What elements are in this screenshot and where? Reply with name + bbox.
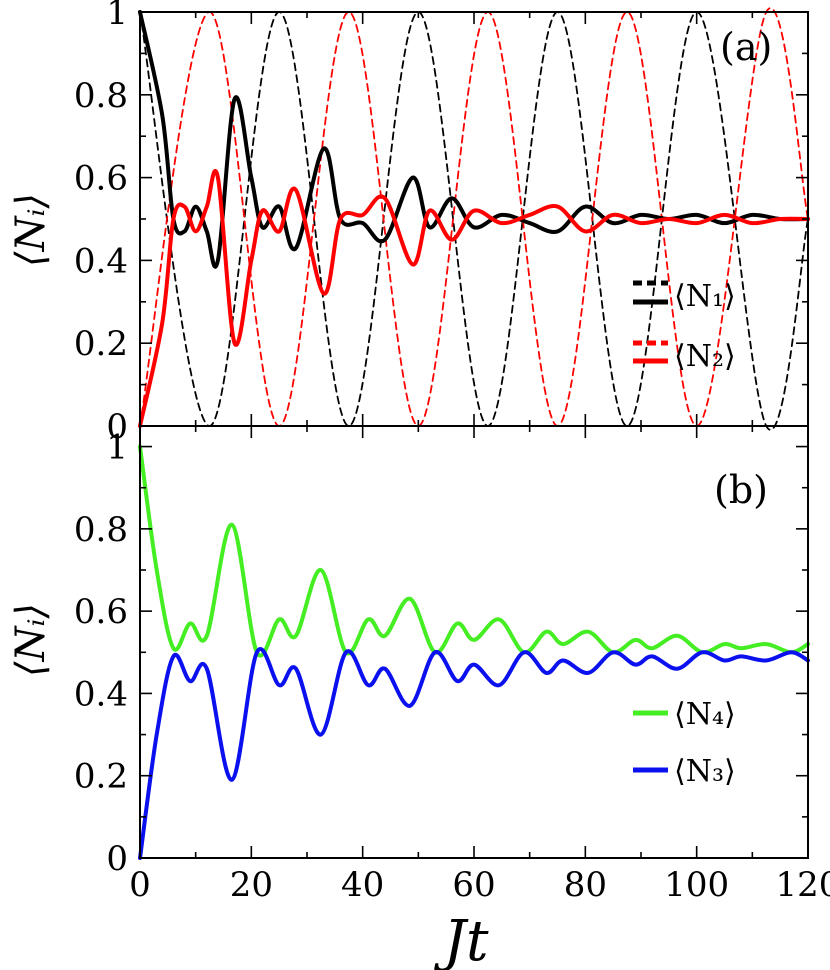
legend-n1-label: ⟨N₁⟩	[674, 279, 736, 314]
panel-a-ytick-label: 0.6	[74, 159, 128, 199]
panel-b-series-0-solid	[138, 444, 810, 658]
panel-b-xtick-label: 0	[129, 865, 151, 905]
panel-a-series	[138, 7, 810, 431]
legend-n3-label: ⟨N₃⟩	[674, 754, 736, 789]
legend-n4-label: ⟨N₄⟩	[674, 697, 736, 732]
panel-b-xtick-label: 100	[664, 865, 729, 905]
panel-b-frame	[139, 425, 809, 859]
panel-b-ylabel: ⟨Nᵢ⟩	[8, 603, 54, 677]
panel-a-ytick-label: 0.2	[74, 324, 128, 364]
panel-b-xtick-label: 20	[230, 865, 273, 905]
x-axis-label: Jt	[434, 909, 489, 970]
panel-a: 0 0.2 0.4 0.6 0.8 1 (a) ⟨Nᵢ⟩ ⟨N₁⟩ ⟨N₂⟩	[8, 0, 810, 447]
panel-b-xtick-label: 80	[564, 865, 607, 905]
panel-a-ticks: 0 0.2 0.4 0.6 0.8 1	[74, 0, 809, 447]
panel-b-ytick-label: 0.4	[74, 674, 128, 714]
panel-a-ytick-label: 0.8	[74, 76, 128, 116]
panel-a-ylabel: ⟨Nᵢ⟩	[8, 193, 54, 267]
panel-b-ytick-label: 0	[106, 839, 128, 879]
legend-n2-label: ⟨N₂⟩	[674, 339, 736, 374]
panel-b-xtick-label: 60	[452, 865, 495, 905]
panel-b-label: (b)	[714, 468, 768, 512]
panel-b-ytick-label: 0.8	[74, 510, 128, 550]
panel-a-label: (a)	[720, 25, 772, 69]
panel-b-ticks: 0 0.2 0.4 0.6 0.8 1 0 20 40 60 80 100 120	[74, 426, 830, 905]
panel-b-legend: ⟨N₄⟩ ⟨N₃⟩	[633, 697, 736, 789]
panel-a-legend: ⟨N₁⟩ ⟨N₂⟩	[633, 279, 736, 374]
panel-b-series	[138, 444, 810, 860]
panel-b-xtick-label: 120	[776, 865, 830, 905]
panel-a-ytick-label: 1	[106, 0, 128, 33]
panel-a-series-1-solid	[138, 10, 810, 269]
panel-a-series-3-solid	[138, 169, 810, 428]
panel-b-xtick-label: 40	[341, 865, 384, 905]
panel-a-ytick-label: 0	[106, 407, 128, 447]
panel-b-ytick-label: 0.2	[74, 757, 128, 797]
panel-b-ytick-label: 0.6	[74, 592, 128, 632]
panel-a-ytick-label: 0.4	[74, 241, 128, 281]
panel-b: 0 0.2 0.4 0.6 0.8 1 0 20 40 60 80 100 120 (b) ⟨Nᵢ⟩ J…	[8, 425, 830, 970]
panel-b-series-1-solid	[138, 647, 810, 860]
panel-b-ytick-label: 1	[106, 428, 128, 468]
